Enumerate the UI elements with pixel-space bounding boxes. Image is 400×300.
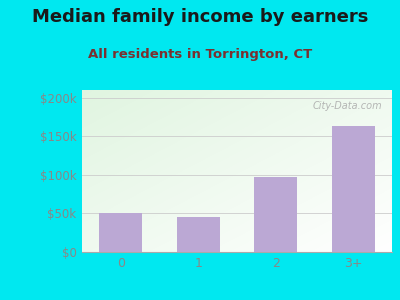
- Bar: [332, 126, 374, 252]
- Bar: [177, 217, 220, 252]
- Text: All residents in Torrington, CT: All residents in Torrington, CT: [88, 48, 312, 61]
- Text: City-Data.com: City-Data.com: [313, 101, 383, 111]
- Text: Median family income by earners: Median family income by earners: [32, 8, 368, 26]
- Bar: [254, 177, 297, 252]
- Bar: [100, 213, 142, 252]
